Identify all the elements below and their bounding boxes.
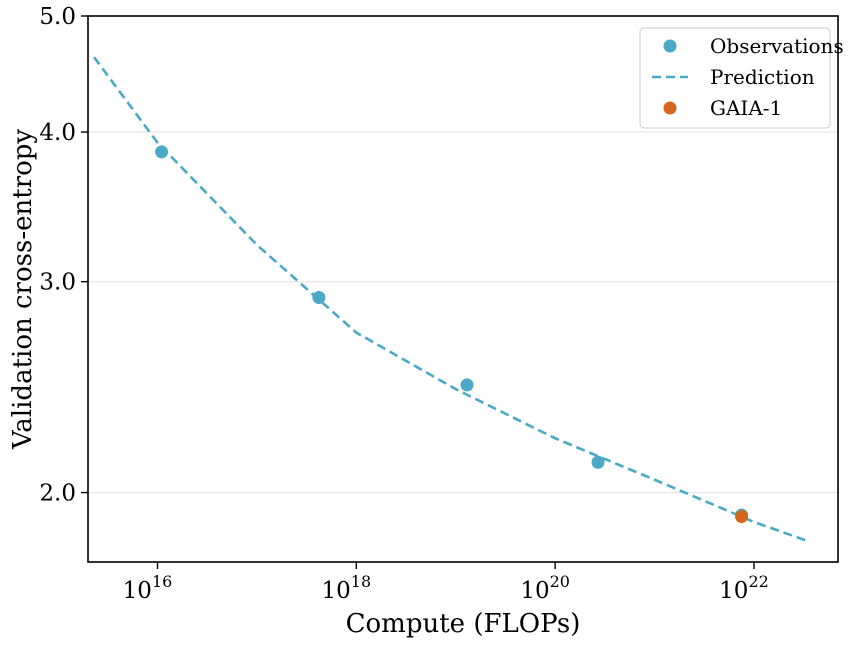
legend-label: Prediction <box>710 65 815 89</box>
observations-point <box>591 455 605 469</box>
x-tick-exponent: 22 <box>748 572 768 591</box>
x-axis-label: Compute (FLOPs) <box>346 609 581 639</box>
legend-item: Observations <box>663 34 844 58</box>
gaia-1-point <box>735 509 749 523</box>
legend-marker-swatch <box>663 39 677 53</box>
observations-point <box>155 145 169 159</box>
x-tick-label: 1018 <box>322 572 372 604</box>
x-tick-exponent: 20 <box>550 572 570 591</box>
legend-marker-swatch <box>663 101 677 115</box>
y-tick-label: 4.0 <box>39 120 76 146</box>
x-tick-exponent: 16 <box>152 572 172 591</box>
legend-item: GAIA-1 <box>663 96 782 120</box>
prediction-line <box>92 56 810 543</box>
legend-box <box>639 27 831 129</box>
data-points-layer <box>155 145 749 523</box>
legend-label: GAIA-1 <box>710 96 782 120</box>
legend: Observations Prediction GAIA-1 <box>639 27 844 129</box>
observations-point <box>312 291 326 305</box>
x-tick-label: 1020 <box>520 572 570 604</box>
y-tick-label: 5.0 <box>39 4 76 30</box>
legend-item: Prediction <box>652 65 815 89</box>
x-tick-label: 1022 <box>719 572 769 604</box>
x-tick-exponent: 18 <box>351 572 371 591</box>
prediction-line-layer <box>92 56 810 543</box>
plot-frame <box>87 15 839 563</box>
x-tick-base: 10 <box>520 578 549 604</box>
legend-label: Observations <box>710 34 844 58</box>
x-tick-base: 10 <box>322 578 351 604</box>
y-tick-label: 3.0 <box>39 270 76 296</box>
x-tick-base: 10 <box>719 578 748 604</box>
x-tick-label: 1016 <box>123 572 173 604</box>
observations-point <box>460 378 474 392</box>
x-tick-base: 10 <box>123 578 152 604</box>
y-tick-label: 2.0 <box>39 481 76 507</box>
y-axis-label: Validation cross-entropy <box>8 129 38 451</box>
